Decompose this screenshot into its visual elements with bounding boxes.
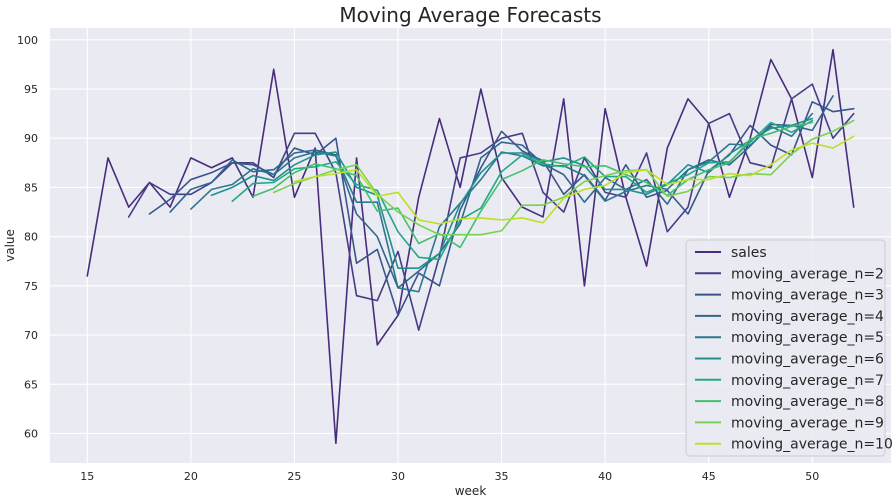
x-tick-label: 20	[184, 470, 198, 483]
x-tick-label: 40	[598, 470, 612, 483]
x-tick-label: 35	[495, 470, 509, 483]
x-tick-label: 30	[391, 470, 405, 483]
x-tick-label: 25	[287, 470, 301, 483]
x-tick-label: 50	[805, 470, 819, 483]
series-line-8	[272, 119, 855, 236]
legend-label-2: moving_average_n=3	[731, 288, 884, 304]
chart-title: Moving Average Forecasts	[339, 3, 601, 27]
legend: sales moving_average_n=2 moving_average_n=…	[685, 239, 893, 457]
y-tick-label: 75	[24, 280, 38, 293]
y-tick-label: 60	[24, 427, 38, 440]
series-line-5	[210, 117, 814, 269]
tick-labels: 15 20 25 30 35 40 45 50 60 65 70 75 80 85 90 95 100	[17, 34, 819, 483]
series-line-0	[86, 48, 855, 445]
y-tick-label: 85	[24, 181, 38, 194]
legend-label-7: moving_average_n=8	[731, 394, 884, 410]
series-line-6	[231, 119, 814, 261]
y-tick-label: 90	[24, 132, 38, 145]
legend-label-6: moving_average_n=7	[731, 373, 884, 389]
legend-label-8: moving_average_n=9	[731, 415, 884, 431]
y-tick-label: 80	[24, 231, 38, 244]
series-line-4	[190, 112, 814, 293]
legend-label-9: moving_average_n=10	[731, 437, 893, 453]
y-tick-label: 70	[24, 329, 38, 342]
y-tick-label: 65	[24, 378, 38, 391]
series-line-1	[127, 83, 855, 331]
y-axis-label: value	[3, 229, 17, 262]
x-tick-label: 45	[702, 470, 716, 483]
legend-label-4: moving_average_n=5	[731, 330, 884, 346]
series-line-3	[169, 95, 834, 289]
x-tick-label: 15	[80, 470, 94, 483]
legend-box	[685, 239, 886, 457]
series-lines	[86, 48, 855, 445]
legend-label-1: moving_average_n=2	[731, 266, 884, 282]
series-line-9	[293, 135, 855, 225]
legend-label-0: sales	[731, 245, 767, 261]
legend-label-3: moving_average_n=4	[731, 309, 884, 325]
y-tick-label: 100	[17, 34, 38, 47]
y-tick-label: 95	[24, 83, 38, 96]
x-axis-label: week	[455, 484, 487, 498]
legend-label-5: moving_average_n=6	[731, 352, 884, 368]
